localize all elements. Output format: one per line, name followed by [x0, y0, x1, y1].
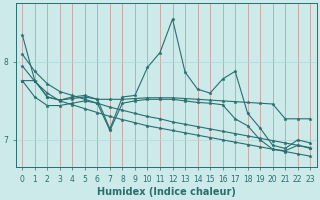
X-axis label: Humidex (Indice chaleur): Humidex (Indice chaleur) — [97, 187, 236, 197]
